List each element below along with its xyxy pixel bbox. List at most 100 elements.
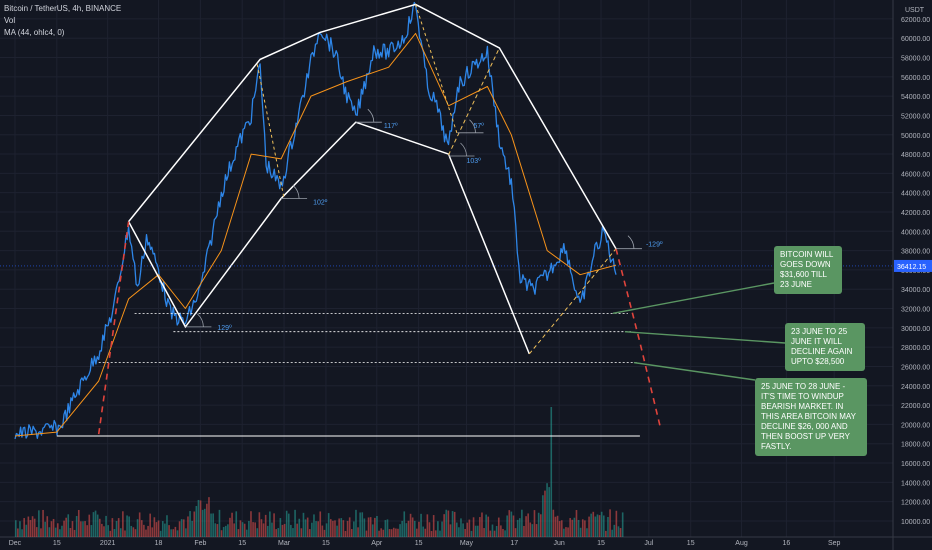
volume-bar — [54, 527, 57, 537]
volume-bar — [430, 530, 433, 537]
volume-bar — [229, 517, 231, 537]
y-axis-tick-label: 56000.00 — [901, 75, 930, 82]
volume-bar — [558, 521, 561, 537]
volume-bar — [46, 516, 49, 537]
volume-bar — [153, 517, 156, 537]
volume-bar — [273, 513, 275, 537]
volume-bar — [399, 524, 401, 537]
volume-bar — [147, 525, 149, 537]
volume-bar — [392, 527, 395, 537]
volume-bar — [159, 530, 162, 537]
volume-bar — [338, 518, 340, 537]
x-axis-tick-label: Sep — [828, 540, 841, 547]
volume-bar — [565, 527, 567, 537]
volume-bar — [294, 509, 296, 537]
volume-bar — [560, 520, 563, 537]
volume-bar — [619, 528, 622, 537]
trend-dashed-4 — [415, 4, 458, 135]
volume-bar — [581, 519, 584, 537]
volume-bar — [77, 509, 80, 537]
volume-bar — [50, 521, 53, 537]
volume-bar — [602, 515, 605, 537]
volume-bar — [145, 529, 147, 537]
volume-bar — [428, 522, 431, 537]
symbol-title[interactable]: Bitcoin / TetherUS, 4h, BINANCE — [4, 4, 122, 13]
volume-bar — [164, 523, 166, 537]
volume-bar — [439, 530, 441, 537]
angle-label: 103º — [467, 158, 482, 165]
volume-bar — [353, 521, 355, 537]
y-axis-tick-label: 46000.00 — [901, 171, 930, 178]
volume-bar — [472, 517, 475, 537]
volume-bar — [208, 497, 210, 537]
volume-bar — [525, 516, 527, 537]
volume-bar — [369, 517, 372, 537]
volume-bar — [292, 528, 294, 537]
volume-bar — [275, 529, 277, 537]
volume-bar — [63, 520, 65, 537]
volume-bar — [151, 527, 154, 537]
y-axis-tick-label: 44000.00 — [901, 191, 930, 198]
chart-legend: Bitcoin / TetherUS, 4h, BINANCE Vol MA (… — [4, 3, 121, 39]
volume-bar — [468, 519, 471, 537]
volume-bar — [27, 516, 30, 537]
volume-bar — [327, 513, 330, 537]
moving-average-indicator-label[interactable]: MA (44, ohlc4, 0) — [4, 28, 65, 37]
volume-bar — [573, 517, 576, 537]
note-box-3: 25 JUNE TO 28 JUNE - IT'S TIME TO WINDUP… — [755, 378, 867, 456]
volume-bar — [497, 517, 500, 537]
volume-bar — [33, 518, 36, 537]
volume-bar — [302, 512, 305, 537]
volume-bar — [607, 516, 609, 537]
volume-bar — [577, 519, 580, 537]
grid-lines — [0, 0, 893, 537]
volume-bar — [138, 512, 141, 537]
volume-bar — [185, 528, 187, 537]
note-text-2: 23 JUNE TO 25 JUNE IT WILL DECLINE AGAIN… — [791, 327, 853, 366]
volume-bar — [222, 526, 225, 537]
volume-bar — [73, 529, 76, 537]
volume-bar — [512, 515, 515, 537]
volume-bar — [92, 512, 95, 537]
volume-bar — [224, 525, 227, 537]
volume-bar — [481, 512, 483, 537]
volume-bar — [319, 511, 322, 537]
volume-bar — [14, 520, 17, 537]
volume-bar — [550, 407, 553, 537]
volume-indicator-label[interactable]: Vol — [4, 16, 16, 25]
volume-bar — [535, 524, 538, 537]
volume-bar — [29, 520, 32, 537]
volume-bar — [401, 520, 403, 537]
volume-bar — [290, 524, 292, 537]
volume-bar — [235, 511, 238, 537]
volume-bar — [588, 516, 590, 537]
volume-bar — [61, 525, 63, 537]
volume-bar — [506, 515, 508, 537]
volume-bar — [432, 515, 435, 537]
volume-bar — [479, 517, 481, 537]
x-axis-tick-label: 15 — [597, 540, 605, 547]
volume-bar — [376, 516, 378, 537]
volume-bar — [277, 528, 280, 537]
volume-bar — [451, 511, 454, 537]
volume-bar — [233, 523, 235, 537]
volume-bar — [544, 490, 546, 537]
volume-bar — [86, 525, 88, 537]
volume-bar — [621, 512, 624, 537]
volume-bar — [390, 529, 393, 537]
y-axis-tick-label: 26000.00 — [901, 364, 930, 371]
volume-bar — [149, 513, 151, 537]
x-axis-tick-label: 15 — [238, 540, 246, 547]
volume-bar — [426, 514, 429, 537]
volume-bar — [329, 519, 332, 537]
volume-bar — [21, 529, 23, 537]
volume-bar — [178, 521, 181, 537]
volume-bar — [182, 519, 185, 537]
volume-bar — [596, 514, 599, 537]
volume-bar — [617, 526, 620, 537]
angle-label: 57º — [473, 123, 484, 130]
volume-bar — [357, 527, 359, 537]
trend-dashed-2 — [528, 248, 617, 355]
angle-arc — [469, 119, 476, 133]
volume-bar — [258, 512, 261, 537]
